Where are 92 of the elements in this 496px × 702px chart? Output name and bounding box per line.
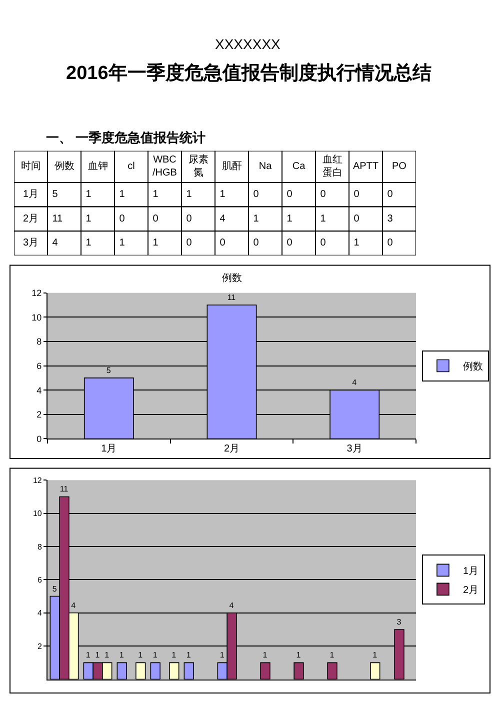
legend-label: 2月 <box>462 585 479 596</box>
y-tick-label: 4 <box>37 608 42 618</box>
data-label: 0 <box>286 189 293 200</box>
x-tick-label: WBC/HGB <box>152 154 178 179</box>
data-label: 1 <box>220 650 225 660</box>
y-tick-label: 10 <box>32 312 42 322</box>
data-label: 0 <box>253 238 260 249</box>
data-label: 1 <box>95 650 100 660</box>
data-label: 0 <box>320 238 326 249</box>
data-label: 1 <box>138 650 144 660</box>
x-tick-label: 肌酐 <box>222 161 242 172</box>
y-tick-label: 12 <box>32 288 42 298</box>
data-label: 1 <box>372 650 378 660</box>
y-tick-label: 6 <box>36 360 42 371</box>
data-label: 0 <box>387 189 394 200</box>
data-label: 1 <box>152 238 159 249</box>
x-tick-label: 3月 <box>346 444 362 455</box>
y-tick-label: 2 <box>37 642 42 651</box>
x-tick-label: Na <box>258 161 272 172</box>
y-tick-label: 4 <box>36 385 42 396</box>
data-label: 1 <box>220 189 226 200</box>
data-label: 11 <box>60 484 69 494</box>
x-tick-label: 1月 <box>101 444 117 455</box>
data-label: 1 <box>104 650 110 660</box>
x-tick-label: cl <box>128 161 135 172</box>
data-label: 4 <box>71 600 76 610</box>
y-tick-label: 0 <box>36 434 42 444</box>
data-label: 3 <box>387 213 394 224</box>
data-label: 1 <box>253 213 260 224</box>
y-tick-label: 3月 <box>22 238 39 249</box>
data-label: 1 <box>296 650 302 660</box>
data-label: 1 <box>186 650 192 660</box>
data-label: 1 <box>119 238 126 249</box>
data-label: 0 <box>253 189 260 200</box>
data-label: 1 <box>186 189 192 200</box>
data-label: 4 <box>52 238 58 249</box>
data-label: 1 <box>330 650 335 660</box>
data-label: 5 <box>52 189 58 200</box>
data-label: 3 <box>396 617 402 626</box>
data-label: 0 <box>354 189 360 200</box>
data-label: 5 <box>106 366 112 375</box>
data-label: 1 <box>86 238 92 249</box>
data-label: 1 <box>320 213 326 224</box>
x-tick-label: 血钾 <box>88 160 108 172</box>
data-label: 4 <box>352 378 358 388</box>
y-tick-label: 8 <box>36 336 42 347</box>
data-label: 0 <box>320 189 326 200</box>
data-label: 4 <box>220 213 226 224</box>
y-tick-label: 2 <box>36 410 42 420</box>
y-tick-label: 10 <box>32 509 42 518</box>
data-label: 1 <box>86 213 92 224</box>
y-tick-label: 12 <box>32 476 42 485</box>
data-label: 0 <box>186 238 192 249</box>
data-label: 11 <box>52 213 64 224</box>
data-label: 1 <box>86 650 91 660</box>
data-label: 1 <box>286 213 293 224</box>
y-tick-label: 1月 <box>22 189 39 200</box>
data-label: 5 <box>52 584 58 594</box>
y-tick-label: 8 <box>37 542 42 552</box>
data-label: 1 <box>172 650 177 660</box>
x-tick-label: 2月 <box>224 444 240 455</box>
data-label: 1 <box>119 189 126 200</box>
legend-label: 例数 <box>462 362 483 373</box>
data-label: 0 <box>119 213 126 224</box>
data-label: 0 <box>186 213 192 224</box>
x-tick-label: 尿素氮 <box>188 154 208 179</box>
data-label: 1 <box>86 189 92 200</box>
data-label: 4 <box>229 600 234 610</box>
y-tick-label: 2月 <box>22 213 39 224</box>
chart-subtitle: 2016年一季度危急值报告制度执行情况总结 <box>66 62 432 84</box>
data-label: 1 <box>262 650 268 660</box>
data-label: 1 <box>152 650 158 660</box>
x-tick-label: 血红蛋白 <box>322 154 342 179</box>
y-tick-label: 6 <box>37 575 42 584</box>
data-label: 0 <box>286 238 293 249</box>
chart-title: XXXXXXX <box>215 36 282 52</box>
data-label: 0 <box>220 238 226 249</box>
text: 一、 一季度危急值报告统计 <box>46 130 206 145</box>
legend-label: 1月 <box>462 566 479 578</box>
chart-title: 例数 <box>222 273 242 284</box>
x-tick-label: 例数 <box>54 161 74 172</box>
data-label: 0 <box>354 213 360 224</box>
x-tick-label: PO <box>392 161 407 172</box>
x-tick-label: Ca <box>292 161 306 172</box>
data-label: 1 <box>119 650 124 660</box>
data-label: 0 <box>152 213 159 224</box>
data-label: 11 <box>227 293 236 302</box>
x-tick-label: APTT <box>352 161 379 172</box>
y-axis-title: 时间 <box>20 160 41 172</box>
data-label: 0 <box>387 238 394 249</box>
data-label: 1 <box>152 189 159 200</box>
data-label: 1 <box>354 238 360 249</box>
